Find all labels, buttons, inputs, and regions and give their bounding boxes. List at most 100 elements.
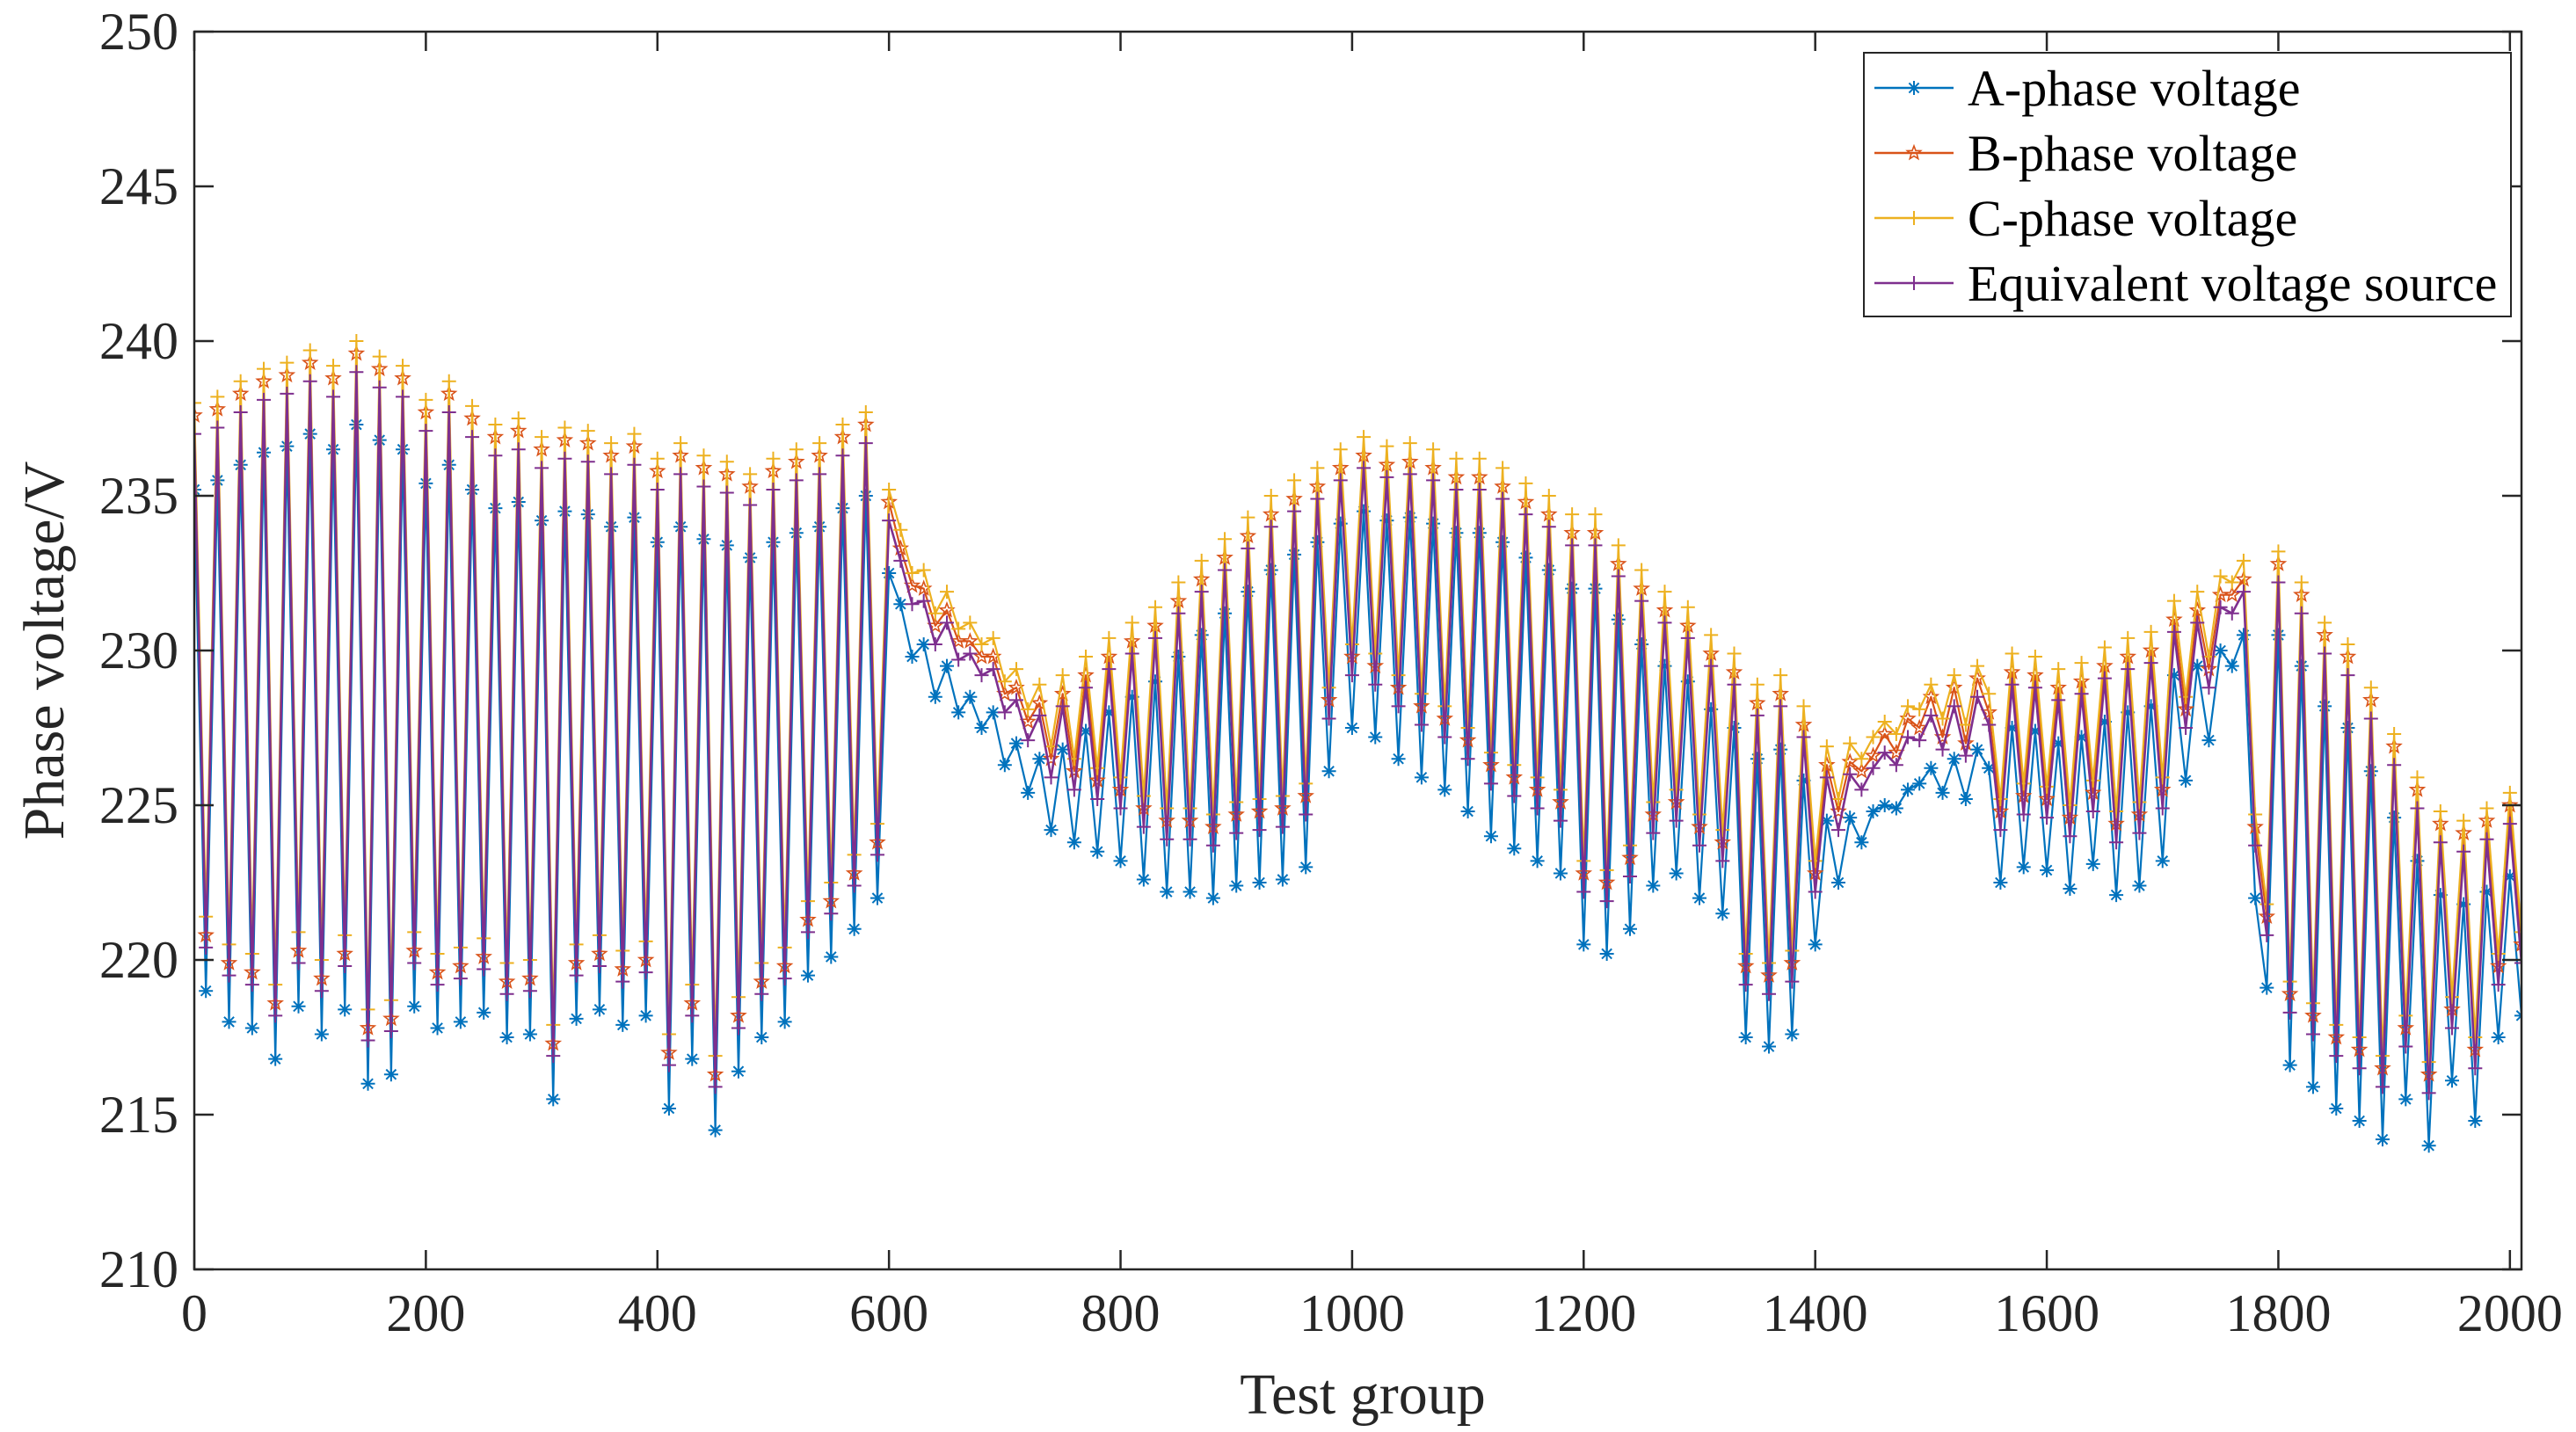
data-point: [1171, 575, 1186, 590]
data-point: [1634, 636, 1649, 651]
data-point: [963, 646, 978, 661]
data-point: [1333, 516, 1348, 531]
data-point: [2142, 641, 2160, 658]
data-point: [2514, 956, 2521, 970]
data-point: [2016, 860, 2031, 875]
data-point: [1379, 513, 1394, 528]
data-point: [2410, 801, 2425, 816]
data-point: [1854, 835, 1869, 850]
data-point: [1901, 730, 1916, 745]
data-point: [2318, 699, 2332, 714]
data-point: [2166, 624, 2181, 639]
data-point: [777, 1014, 792, 1029]
data-point: [1449, 526, 1464, 541]
data-point: [1819, 739, 1834, 754]
data-point: [1079, 680, 1094, 695]
data-point: [2294, 658, 2309, 673]
data-point: [673, 436, 688, 451]
data-point: [360, 1033, 375, 1048]
data-point: [1993, 876, 2008, 890]
y-tick-label: 220: [99, 931, 178, 989]
data-point: [743, 498, 758, 512]
x-tick-label: 0: [181, 1284, 207, 1342]
data-point: [2188, 600, 2207, 618]
data-point: [1169, 592, 1188, 609]
data-point: [1875, 724, 1894, 742]
data-point: [835, 501, 850, 516]
data-point: [1646, 795, 1661, 810]
data-point: [257, 361, 272, 376]
data-point: [233, 374, 248, 389]
data-point: [1192, 570, 1211, 587]
data-point: [2387, 810, 2402, 825]
data-point: [1263, 520, 1278, 534]
data-point: [1136, 789, 1151, 803]
data-point: [1241, 541, 1255, 556]
data-point: [1808, 937, 1823, 952]
data-point: [1009, 662, 1024, 677]
data-point: [1679, 616, 1697, 634]
data-point: [2421, 1086, 2436, 1101]
data-point: [789, 526, 804, 541]
data-point: [1437, 730, 1452, 745]
data-point: [1599, 946, 1614, 961]
data-point: [2456, 813, 2471, 828]
data-point: [2387, 727, 2402, 742]
data-point: [1866, 730, 1881, 745]
data-point: [1111, 781, 1130, 797]
data-point: [1796, 730, 1811, 745]
data-point: [1194, 628, 1209, 643]
data-point: [638, 1008, 653, 1023]
legend: A-phase voltage B-phase voltage C-phase vo…: [1863, 52, 2512, 317]
data-point: [1866, 760, 1881, 775]
y-tick-label: 230: [99, 622, 178, 680]
data-point: [2491, 1030, 2506, 1044]
legend-entry: Equivalent voltage source: [1874, 255, 2497, 312]
data-point: [430, 1021, 445, 1036]
data-point: [1299, 807, 1313, 822]
data-point: [465, 398, 480, 413]
data-point: [535, 430, 549, 445]
data-point: [1553, 866, 1568, 881]
data-point: [1843, 767, 1858, 781]
data-point: [1715, 906, 1730, 921]
data-point: [2248, 807, 2263, 822]
data-point: [939, 585, 954, 600]
data-point: [1182, 884, 1197, 899]
data-point: [1449, 451, 1464, 466]
data-point: [1379, 469, 1394, 484]
data-point: [1241, 585, 1255, 600]
data-point: [1704, 658, 1719, 673]
x-tick-label: 800: [1081, 1284, 1161, 1342]
data-point: [2282, 1005, 2297, 1020]
data-point: [2305, 1079, 2320, 1094]
data-point: [1669, 782, 1684, 797]
data-point: [1065, 761, 1083, 779]
x-tick-label: 2000: [2457, 1284, 2563, 1342]
data-point: [2363, 711, 2378, 726]
data-point: [2213, 643, 2228, 658]
data-point: [244, 1021, 259, 1036]
data-point: [2051, 736, 2066, 751]
data-point: [407, 999, 422, 1014]
data-point: [685, 1051, 700, 1066]
data-point: [604, 520, 619, 534]
data-point: [1738, 1030, 1753, 1044]
data-point: [882, 566, 897, 580]
data-point: [2061, 808, 2079, 825]
data-point: [1877, 798, 1892, 812]
legend-box: [1863, 52, 2512, 317]
data-point: [2063, 882, 2078, 897]
data-point: [1646, 825, 1661, 840]
data-point: [2016, 776, 2031, 791]
data-point: [1088, 771, 1106, 789]
data-point: [2166, 668, 2181, 683]
data-point: [1588, 507, 1603, 522]
data-point: [592, 1002, 607, 1017]
data-point: [1391, 752, 1406, 767]
data-point: [835, 448, 850, 463]
data-point: [1287, 504, 1302, 519]
data-point: [1507, 789, 1522, 803]
data-point: [407, 956, 422, 970]
data-point: [1053, 685, 1072, 701]
